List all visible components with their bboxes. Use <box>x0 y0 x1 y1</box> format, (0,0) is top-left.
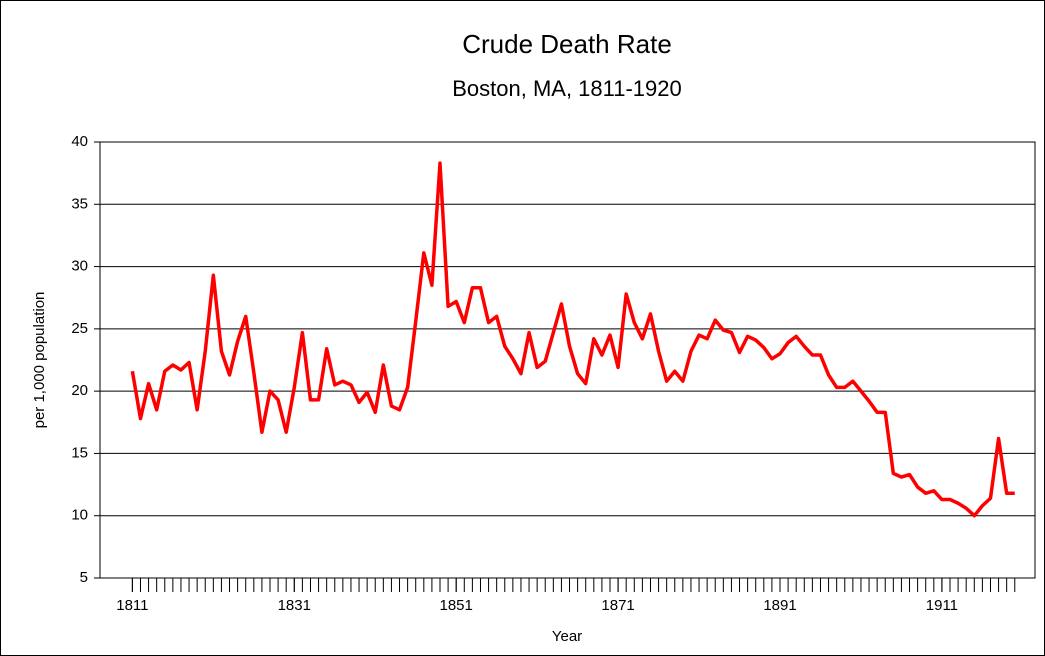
data-line <box>130 161 1015 518</box>
y-tick-label: 30 <box>71 258 88 275</box>
y-tick-label: 25 <box>71 320 88 337</box>
chart-subtitle: Boston, MA, 1811-1920 <box>452 76 682 101</box>
y-tick-label: 20 <box>71 382 88 399</box>
plot-area <box>99 141 1036 579</box>
x-tick-label: 1851 <box>440 597 473 614</box>
y-axis-label: per 1,000 population <box>31 292 48 429</box>
x-tick-label: 1911 <box>926 597 958 614</box>
x-tick-label: 1871 <box>601 597 634 614</box>
x-tick-label: 1831 <box>278 597 311 614</box>
x-tick-label: 1891 <box>763 597 796 614</box>
chart-title: Crude Death Rate <box>462 29 672 59</box>
x-axis-label: Year <box>552 628 582 645</box>
y-tick-label: 35 <box>71 195 88 212</box>
y-tick-label: 40 <box>71 133 88 150</box>
y-tick-label: 15 <box>71 444 88 461</box>
y-tick-label: 5 <box>80 569 88 586</box>
y-tick-label: 10 <box>71 507 88 524</box>
x-tick-label: 1811 <box>116 597 148 614</box>
